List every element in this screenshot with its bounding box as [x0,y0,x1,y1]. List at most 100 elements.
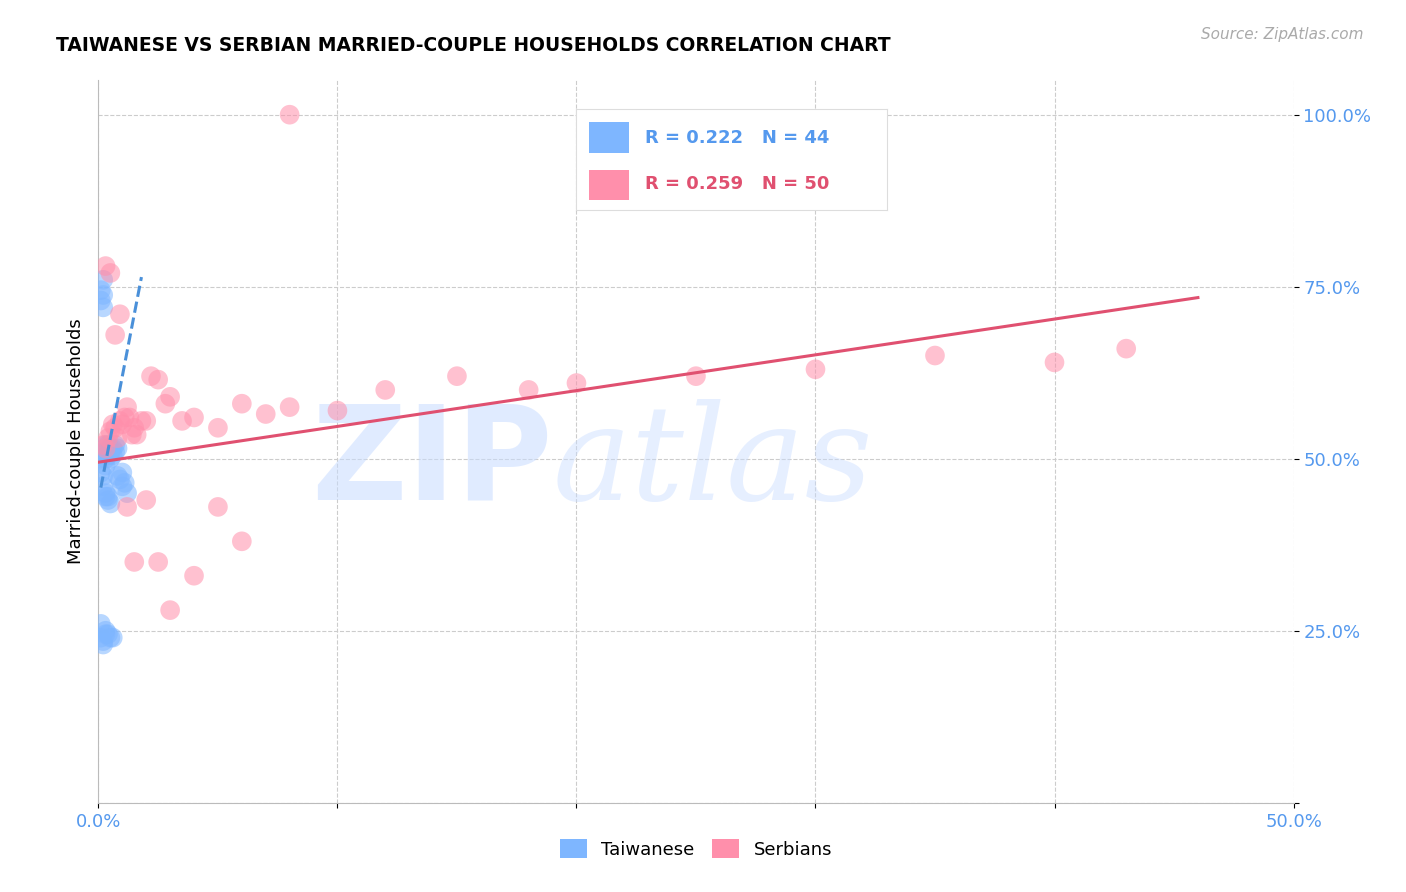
Taiwanese [94,451,117,466]
Serbians [104,327,127,342]
Taiwanese [97,442,120,456]
Serbians [148,373,170,387]
Taiwanese [101,448,124,462]
Serbians [111,417,134,432]
Taiwanese [94,624,117,638]
Serbians [446,369,468,384]
Text: ZIP: ZIP [311,400,553,526]
Taiwanese [90,451,112,466]
Taiwanese [90,283,112,297]
Serbians [326,403,349,417]
Serbians [254,407,277,421]
Taiwanese [94,445,117,459]
Serbians [104,421,127,435]
Serbians [94,259,117,273]
Serbians [148,555,170,569]
Serbians [159,390,181,404]
Taiwanese [111,479,134,493]
Taiwanese [107,442,129,456]
Taiwanese [97,490,120,504]
Taiwanese [90,466,112,480]
Serbians [124,555,146,569]
Taiwanese [104,438,127,452]
Serbians [107,431,129,445]
Taiwanese [91,634,114,648]
Serbians [115,400,138,414]
Taiwanese [94,490,117,504]
Taiwanese [115,486,138,500]
Serbians [91,438,114,452]
Taiwanese [94,627,117,641]
Serbians [94,442,117,456]
Taiwanese [111,466,134,480]
Taiwanese [97,438,120,452]
Serbians [374,383,396,397]
Serbians [1115,342,1137,356]
Serbians [135,493,157,508]
Taiwanese [97,448,120,462]
Serbians [108,307,131,321]
Taiwanese [91,273,114,287]
Serbians [207,421,229,435]
Serbians [121,427,143,442]
Taiwanese [94,458,117,473]
Serbians [97,431,120,445]
Taiwanese [98,451,122,466]
Serbians [685,369,707,384]
Serbians [231,397,253,411]
Taiwanese [90,616,112,631]
Legend: Taiwanese, Serbians: Taiwanese, Serbians [553,832,839,866]
Taiwanese [90,293,112,308]
Taiwanese [91,288,114,302]
Serbians [517,383,540,397]
Serbians [135,414,157,428]
Serbians [155,397,177,411]
Serbians [131,414,153,428]
Serbians [804,362,827,376]
Text: TAIWANESE VS SERBIAN MARRIED-COUPLE HOUSEHOLDS CORRELATION CHART: TAIWANESE VS SERBIAN MARRIED-COUPLE HOUS… [56,36,891,54]
Serbians [159,603,181,617]
Serbians [118,410,141,425]
Taiwanese [91,479,114,493]
Taiwanese [98,442,122,456]
Serbians [139,369,162,384]
Serbians [183,568,205,582]
Taiwanese [94,486,117,500]
Serbians [125,427,148,442]
Taiwanese [98,496,122,510]
Serbians [98,266,122,280]
Serbians [565,376,588,390]
Taiwanese [101,631,124,645]
Taiwanese [91,638,114,652]
Text: Source: ZipAtlas.com: Source: ZipAtlas.com [1201,27,1364,42]
Taiwanese [104,445,127,459]
Serbians [278,108,301,122]
Y-axis label: Married-couple Households: Married-couple Households [66,318,84,565]
Serbians [231,534,253,549]
Serbians [101,417,124,432]
Taiwanese [98,631,122,645]
Serbians [98,424,122,438]
Taiwanese [98,445,122,459]
Serbians [183,410,205,425]
Serbians [172,414,194,428]
Taiwanese [90,631,112,645]
Serbians [924,349,946,363]
Taiwanese [107,469,129,483]
Taiwanese [101,442,124,456]
Taiwanese [94,438,117,452]
Serbians [108,414,131,428]
Serbians [207,500,229,514]
Taiwanese [91,469,114,483]
Taiwanese [97,493,120,508]
Text: atlas: atlas [553,399,873,528]
Taiwanese [97,627,120,641]
Serbians [114,410,136,425]
Taiwanese [114,475,136,490]
Serbians [1043,355,1066,369]
Serbians [115,500,138,514]
Serbians [278,400,301,414]
Taiwanese [91,301,114,315]
Taiwanese [108,472,131,486]
Serbians [124,421,146,435]
